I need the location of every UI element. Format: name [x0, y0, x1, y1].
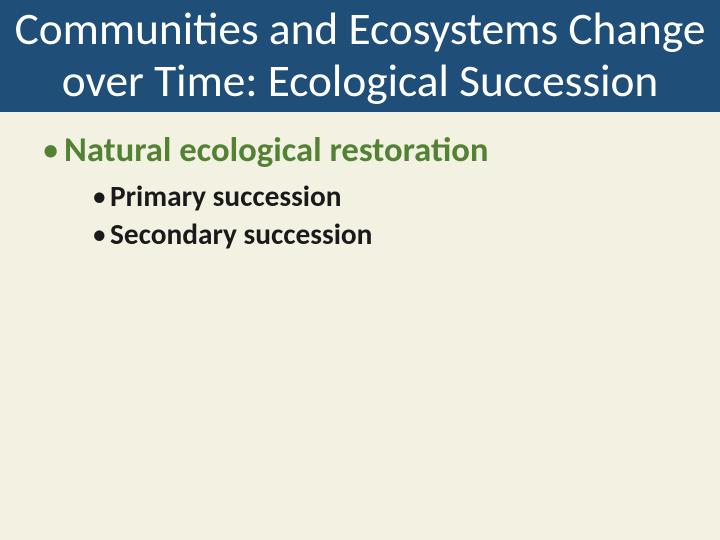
- bullet-level2: • Secondary succession: [92, 216, 690, 253]
- bullet-glyph: •: [92, 216, 110, 253]
- title-band: Communities and Ecosystems Change over T…: [0, 0, 720, 112]
- slide: Communities and Ecosystems Change over T…: [0, 0, 720, 540]
- bullet-text: Natural ecological restoration: [64, 130, 488, 172]
- bullet-text: Secondary succession: [110, 216, 372, 253]
- bullet-glyph: •: [42, 130, 64, 172]
- bullet-text: Primary succession: [110, 178, 342, 215]
- bullet-level1: • Natural ecological restoration: [42, 130, 690, 172]
- content-area: • Natural ecological restoration • Prima…: [0, 112, 720, 540]
- bullet-level2: • Primary succession: [92, 178, 690, 215]
- bullet-glyph: •: [92, 178, 110, 215]
- slide-title: Communities and Ecosystems Change over T…: [8, 4, 712, 108]
